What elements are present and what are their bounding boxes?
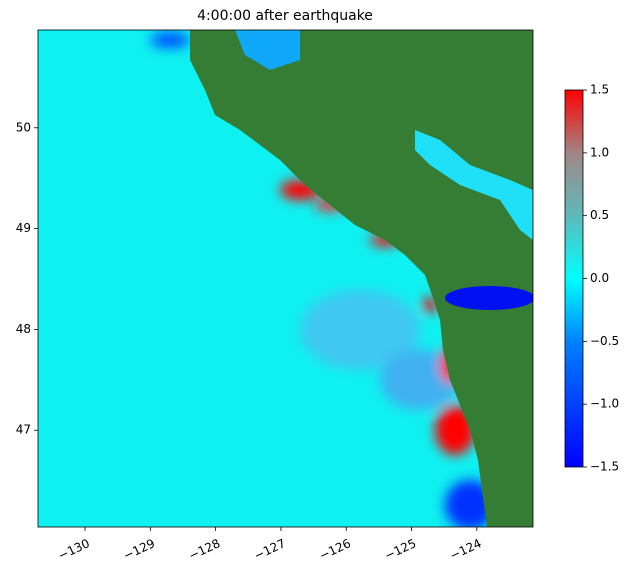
colorbar-tick-label: 1.0 <box>590 145 609 159</box>
y-tick-label: 50 <box>16 120 31 134</box>
chart-title: 4:00:00 after earthquake <box>197 8 373 24</box>
colorbar-tick-label: 0.0 <box>590 271 609 285</box>
colorbar-tick-label: −0.5 <box>590 334 619 348</box>
map <box>38 30 533 527</box>
x-tick-label: −129 <box>121 536 157 563</box>
x-tick-label: −130 <box>56 536 92 563</box>
colorbar-tick-label: 0.5 <box>590 208 609 222</box>
colorbar <box>564 89 584 468</box>
axes-frame <box>37 29 534 528</box>
y-tick-label: 49 <box>16 221 31 235</box>
y-tick-label: 48 <box>16 322 31 336</box>
colorbar-tick-label: −1.5 <box>590 460 619 474</box>
colorbar-tick-label: −1.0 <box>590 397 619 411</box>
y-tick-label: 47 <box>16 423 31 437</box>
x-tick-label: −125 <box>382 536 418 563</box>
colorbar-tick-label: 1.5 <box>590 83 609 97</box>
x-tick-label: −126 <box>317 536 353 563</box>
x-tick-label: −128 <box>187 536 223 563</box>
x-tick-label: −127 <box>252 536 288 563</box>
x-tick-label: −124 <box>448 536 484 563</box>
